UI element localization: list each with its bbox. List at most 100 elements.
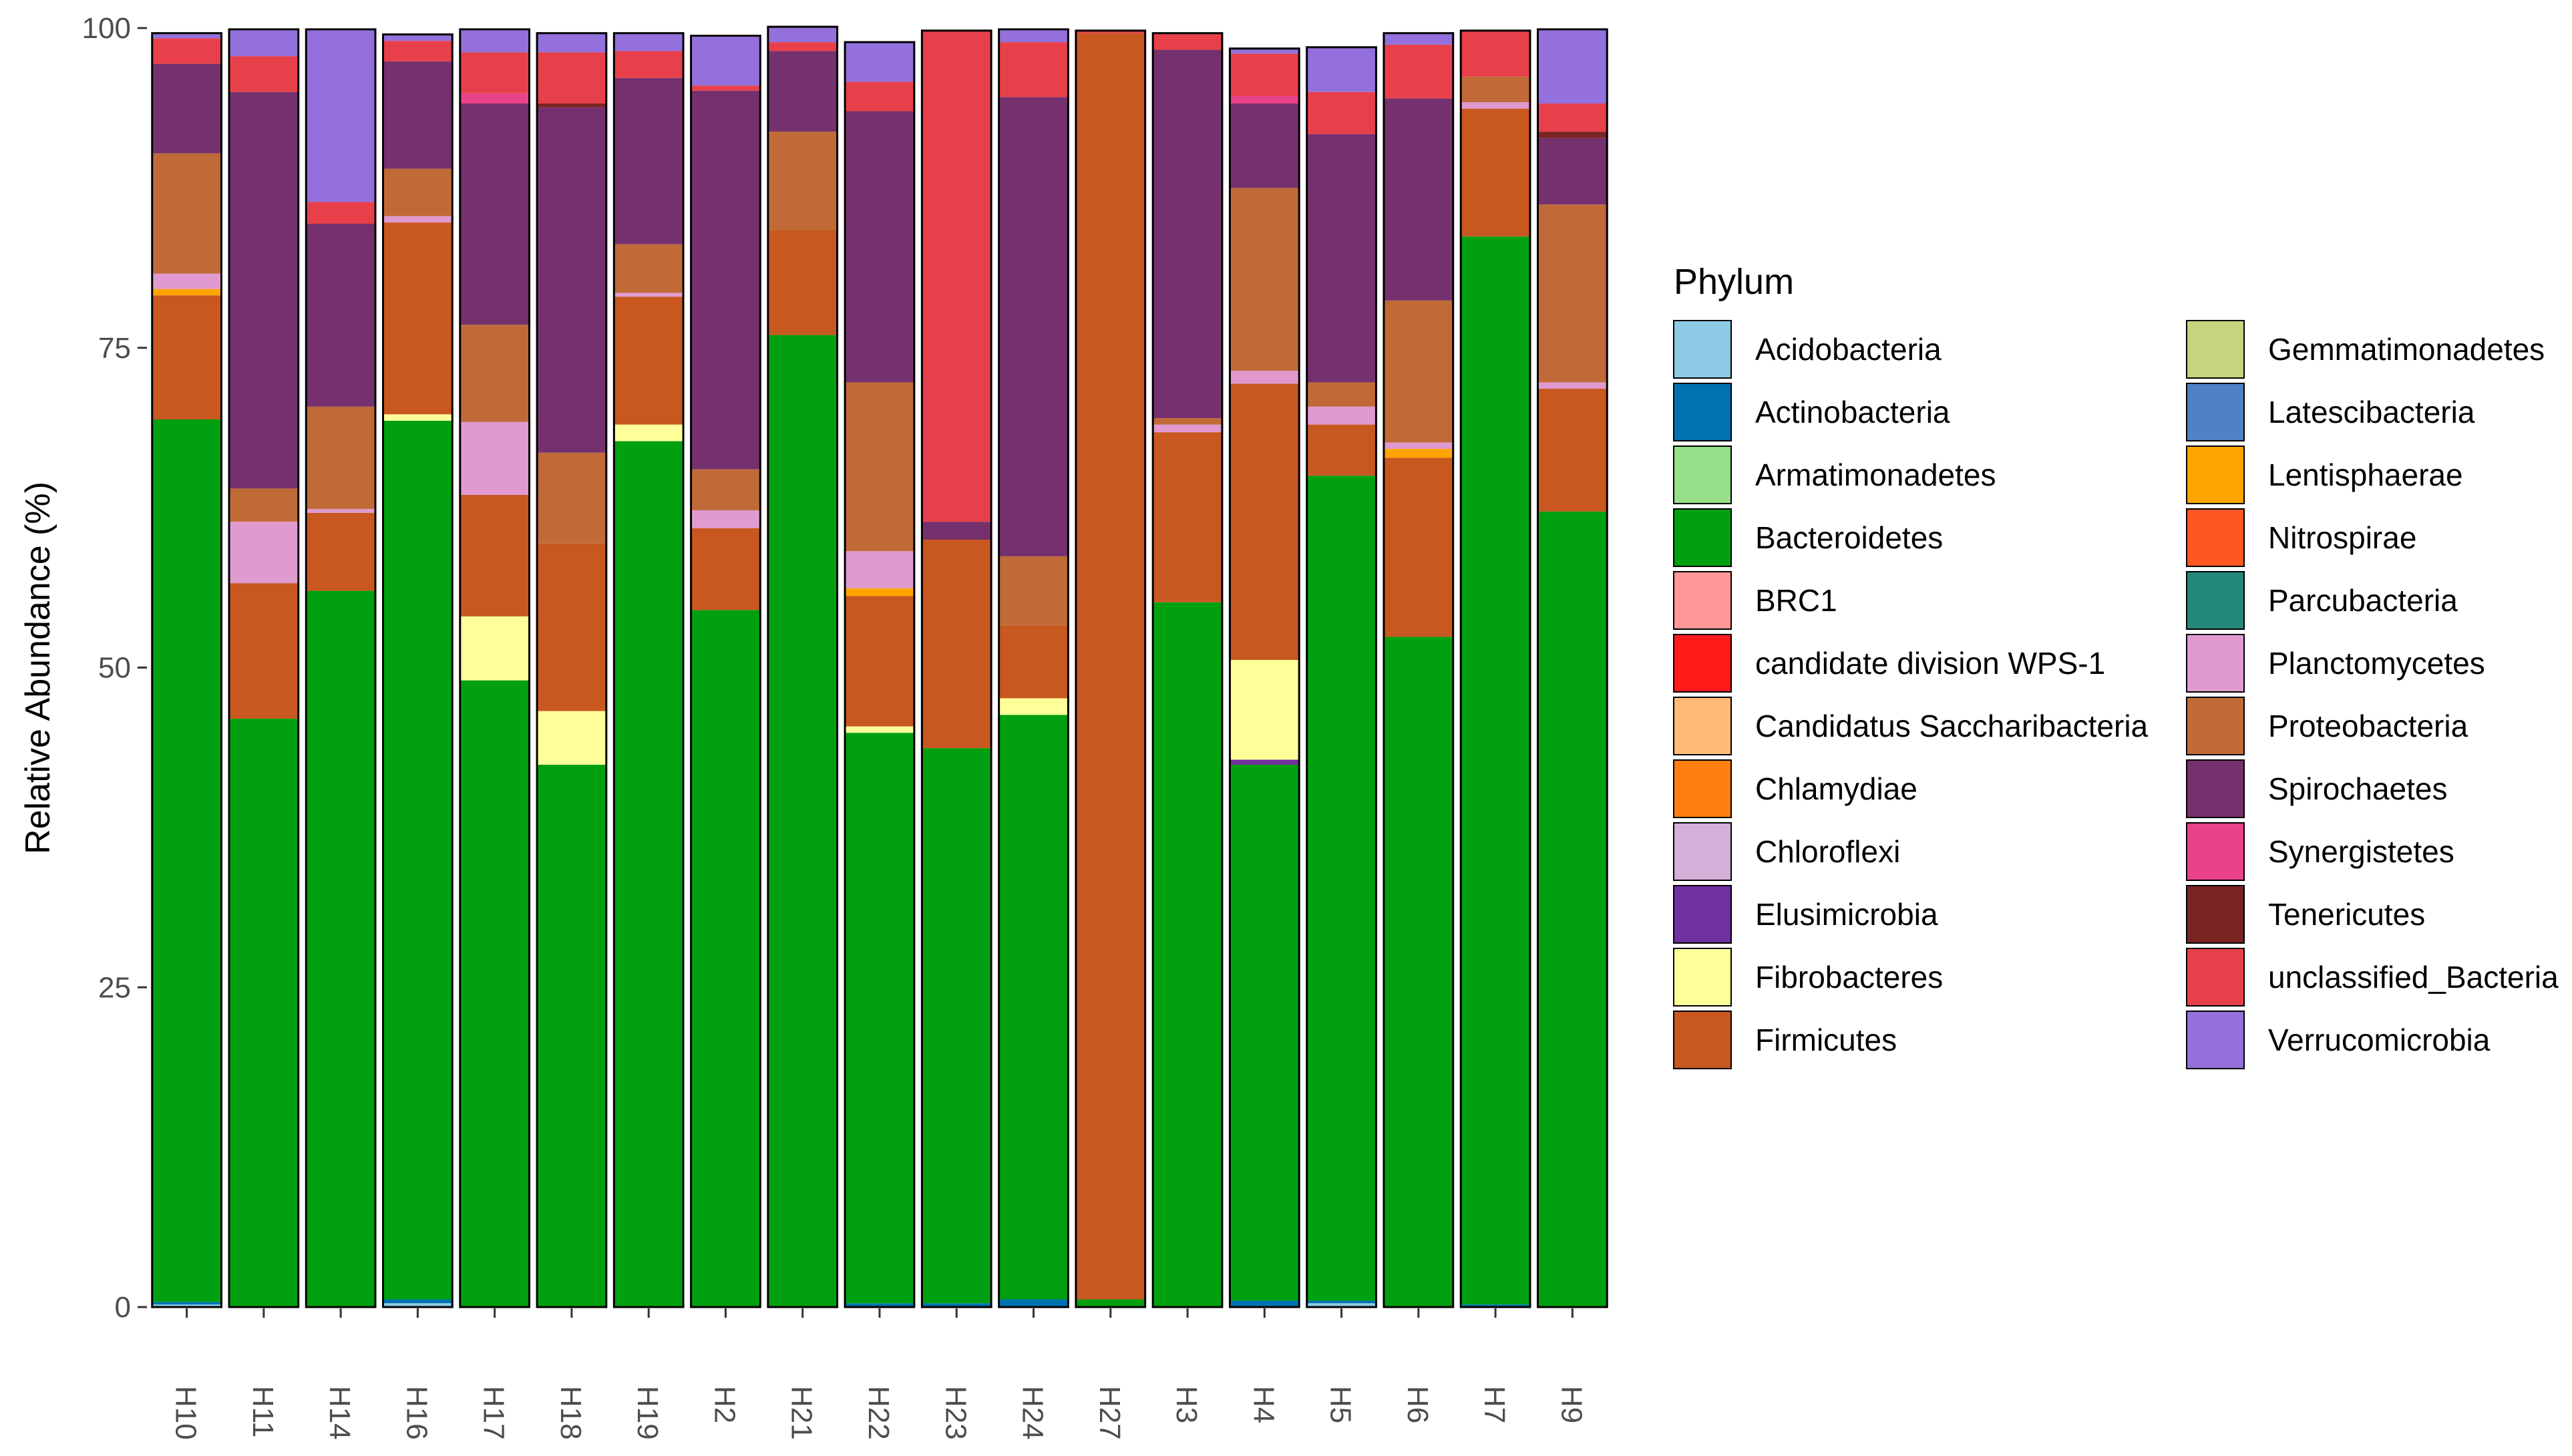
legend-item: Nitrospirae (2186, 508, 2416, 567)
bar-segment-H24-spirochaetes (998, 97, 1069, 556)
bar-H22 (844, 41, 916, 1308)
legend-label: Fibrobacteres (1755, 960, 1943, 994)
legend-swatch (2186, 508, 2245, 567)
bar-segment-H4-fibrobacteres (1230, 660, 1300, 760)
bar-segment-H16-fibrobacteres (383, 414, 453, 421)
bar-segment-H16-planctomycetes (383, 216, 453, 223)
bar-segment-H22-verrucomicrobia (845, 42, 914, 82)
bar-segment-H14-proteobacteria (306, 406, 376, 510)
bar-segment-H19-firmicutes (614, 297, 684, 425)
bar-segment-H10-bacteroidetes (152, 419, 222, 1302)
legend-swatch (1673, 948, 1732, 1007)
bar-segment-H14-planctomycetes (306, 509, 376, 513)
legend-label: Parcubacteria (2268, 583, 2458, 618)
legend-swatch (1673, 383, 1732, 441)
bar-H4 (1228, 47, 1300, 1308)
bar-segment-H22-lentisphaerae (845, 588, 914, 596)
y-tick-label: 0 (115, 1291, 131, 1324)
legend-swatch (1673, 759, 1732, 818)
bar-segment-H7-proteobacteria (1461, 76, 1530, 103)
bar-H23 (920, 29, 992, 1308)
bar-outline (1151, 32, 1224, 1308)
bar-segment-H16-firmicutes (383, 222, 453, 415)
bar-segment-H11-firmicutes (229, 583, 299, 719)
bar-segment-H16-actinobacteria (383, 1299, 453, 1304)
bar-segment-H17-fibrobacteres (460, 616, 530, 681)
legend-label: Acidobacteria (1755, 332, 1942, 367)
bar-segment-H14-verrucomicrobia (306, 29, 376, 202)
x-tick-label: H5 (1324, 1386, 1357, 1423)
bar-segment-H19-unclassified_bacteria (614, 51, 684, 78)
bar-segment-H3-spirochaetes (1153, 49, 1222, 419)
bar-outline (767, 25, 839, 1308)
bar-segment-H22-bacteroidetes (845, 733, 914, 1304)
x-tick-label: H16 (400, 1386, 433, 1440)
legend-item: Fibrobacteres (1673, 948, 1943, 1007)
legend-swatch (2186, 697, 2245, 755)
legend-item: Parcubacteria (2186, 571, 2458, 630)
bar-segment-H4-firmicutes (1230, 383, 1300, 661)
legend-label: Tenericutes (2268, 897, 2425, 932)
legend-item: Latescibacteria (2186, 383, 2475, 441)
legend-label: Proteobacteria (2268, 709, 2468, 743)
bar-segment-H10-unclassified_bacteria (152, 38, 222, 64)
bar-segment-H18-verrucomicrobia (537, 33, 606, 53)
bar-segment-H6-bacteroidetes (1383, 636, 1453, 1307)
bar-H7 (1459, 29, 1531, 1308)
bar-segment-H3-proteobacteria (1153, 418, 1222, 425)
bar-outline (305, 28, 377, 1308)
bar-segment-H4-elusimicrobia (1230, 759, 1300, 765)
legend-swatch (2186, 759, 2245, 818)
bar-segment-H21-proteobacteria (767, 132, 838, 230)
legend-item: Verrucomicrobia (2186, 1011, 2491, 1069)
bar-segment-H5-bacteroidetes (1306, 476, 1376, 1301)
bar-segment-H5-verrucomicrobia (1306, 47, 1376, 92)
x-tick-label: H2 (708, 1386, 741, 1423)
bar-outline (1075, 29, 1147, 1308)
bar-segment-H9-verrucomicrobia (1537, 29, 1608, 104)
legend-item: Synergistetes (2186, 822, 2454, 881)
bar-segment-H5-firmicutes (1306, 424, 1376, 476)
bar-segment-H4-unclassified_bacteria (1230, 53, 1300, 96)
bar-segment-H17-firmicutes (460, 494, 530, 616)
legend-swatch (2186, 320, 2245, 379)
bar-outline (459, 28, 531, 1308)
bar-outline (536, 32, 608, 1308)
x-tick-label: H9 (1555, 1386, 1588, 1423)
bar-segment-H4-proteobacteria (1230, 188, 1300, 371)
bar-segment-H16-bacteroidetes (383, 420, 453, 1300)
bar-segment-H10-planctomycetes (152, 273, 222, 289)
legend-item: Planctomycetes (2186, 634, 2485, 693)
bar-segment-H16-acidobacteria (383, 1303, 453, 1307)
legend-swatch (2186, 948, 2245, 1007)
bar-outline (844, 41, 916, 1308)
legend-swatch (1673, 571, 1732, 630)
legend-item: Chloroflexi (1673, 822, 1900, 881)
bar-H9 (1537, 28, 1608, 1308)
bar-segment-H23-spirochaetes (922, 522, 992, 540)
legend-swatch (2186, 445, 2245, 504)
legend-swatch (2186, 885, 2245, 944)
legend-label: Elusimicrobia (1755, 897, 1938, 932)
x-tick-label: H18 (554, 1386, 587, 1440)
bar-segment-H22-proteobacteria (845, 382, 914, 552)
bar-segment-H18-bacteroidetes (537, 765, 606, 1307)
bar-segment-H18-unclassified_bacteria (537, 52, 606, 104)
bar-segment-H5-spirochaetes (1306, 134, 1376, 383)
legend-item: Firmicutes (1673, 1011, 1897, 1069)
bar-segment-H6-lentisphaerae (1383, 449, 1453, 458)
bar-segment-H5-unclassified_bacteria (1306, 92, 1376, 134)
bar-segment-H23-bacteroidetes (922, 748, 992, 1304)
bar-segment-H6-unclassified_bacteria (1383, 44, 1453, 99)
bar-segment-H24-verrucomicrobia (998, 29, 1069, 43)
x-tick-label: H23 (939, 1386, 972, 1440)
x-tick-label: H14 (323, 1386, 356, 1440)
legend-swatch (1673, 634, 1732, 693)
bar-segment-H19-planctomycetes (614, 293, 684, 297)
bar-segment-H6-verrucomicrobia (1383, 33, 1453, 45)
bars (151, 25, 1608, 1308)
bar-outline (690, 34, 761, 1308)
bar-segment-H2-planctomycetes (691, 510, 761, 528)
bar-H16 (382, 33, 453, 1308)
bar-segment-H4-synergistetes (1230, 96, 1300, 104)
